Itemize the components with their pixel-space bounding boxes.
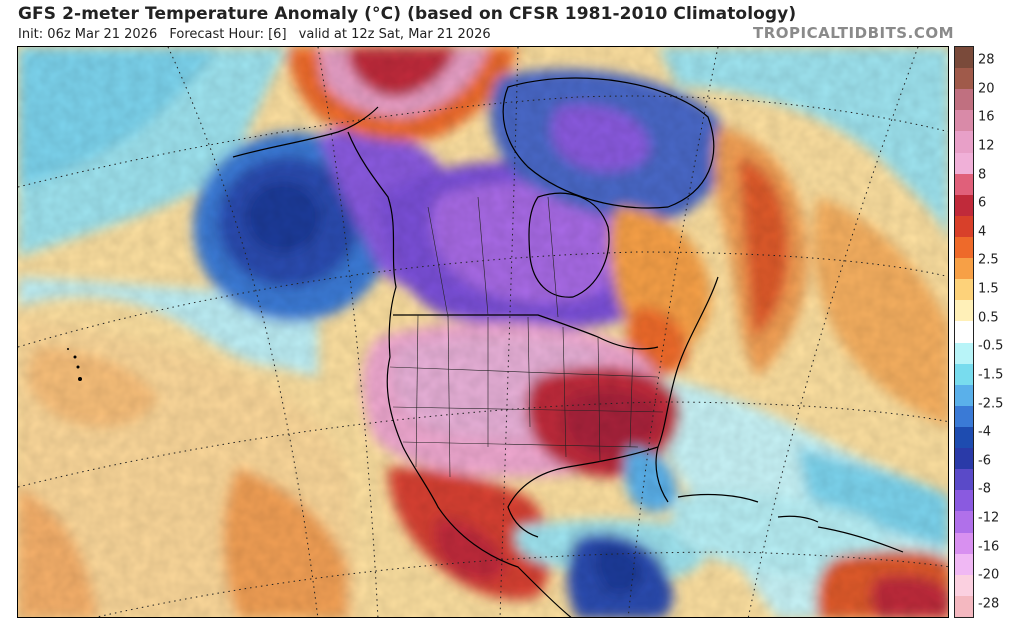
colorbar	[954, 46, 974, 618]
colorbar-tick-label: 12	[978, 138, 995, 154]
colorbar-tick-label: 8	[978, 167, 987, 183]
colorbar-swatch	[955, 553, 973, 575]
colorbar-swatch	[955, 490, 973, 512]
colorbar-ticks: 28 20 16 12 8 6 4 2.5 1.5 0.5 -0.5 -1.5 -2.5 -4 -6 -8 -1…	[978, 46, 1012, 618]
colorbar-swatch	[955, 300, 973, 322]
colorbar-swatch	[955, 426, 973, 449]
colorbar-swatch	[955, 68, 973, 90]
colorbar-swatch	[955, 215, 973, 237]
colorbar-swatch	[955, 574, 973, 596]
colorbar-tick-label: 28	[978, 52, 995, 68]
colorbar-swatch	[955, 152, 973, 174]
valid-time: valid at 12z Sat, Mar 21 2026	[298, 27, 491, 42]
colorbar-tick-label: -1.5	[978, 367, 1004, 383]
colorbar-swatch	[955, 405, 973, 427]
colorbar-swatch	[955, 110, 973, 132]
colorbar-swatch	[955, 173, 973, 195]
colorbar-tick-label: 20	[978, 81, 995, 97]
colorbar-swatch	[955, 258, 973, 280]
colorbar-swatch	[955, 236, 973, 259]
colorbar-tick-label: 2.5	[978, 252, 999, 268]
colorbar-tick-label: 0.5	[978, 310, 999, 326]
colorbar-tick-label: -20	[978, 567, 1000, 583]
init-time: Init: 06z Mar 21 2026	[18, 27, 158, 42]
colorbar-tick-label: -8	[978, 481, 991, 497]
colorbar-swatch	[955, 279, 973, 301]
colorbar-tick-label: -12	[978, 510, 1000, 526]
map-svg	[18, 47, 948, 617]
colorbar-swatch	[955, 47, 973, 69]
colorbar-tick-label: 6	[978, 195, 987, 211]
brand-watermark: TROPICALTIDBITS.COM	[753, 24, 954, 42]
colorbar-swatch	[955, 532, 973, 554]
hawaii-islands	[67, 348, 82, 381]
colorbar-tick-label: -2.5	[978, 396, 1004, 412]
colorbar-swatch	[955, 448, 973, 470]
colorbar-swatch	[955, 321, 973, 343]
colorbar-swatch	[955, 595, 973, 617]
colorbar-swatch	[955, 384, 973, 406]
colorbar-swatch	[955, 469, 973, 491]
colorbar-tick-label: -16	[978, 539, 1000, 555]
colorbar-swatch	[955, 363, 973, 385]
colorbar-tick-label: -28	[978, 596, 1000, 612]
colorbar-tick-label: -4	[978, 424, 991, 440]
political-borders	[389, 196, 664, 478]
colorbar-swatch	[955, 194, 973, 216]
colorbar-tick-label: 16	[978, 109, 995, 125]
map-subtitle: Init: 06z Mar 21 2026 Forecast Hour: [6]…	[18, 27, 499, 42]
colorbar-swatch	[955, 131, 973, 153]
forecast-hour: Forecast Hour: [6]	[169, 27, 287, 42]
colorbar-tick-label: -6	[978, 453, 991, 469]
map-title: GFS 2-meter Temperature Anomaly (°C) (ba…	[18, 4, 797, 24]
anomaly-map[interactable]	[17, 46, 949, 618]
texture-overlay	[18, 47, 948, 617]
colorbar-tick-label: 4	[978, 224, 987, 240]
colorbar-tick-label: 1.5	[978, 281, 999, 297]
colorbar-swatch	[955, 342, 973, 364]
coastlines	[232, 77, 904, 617]
colorbar-swatch	[955, 511, 973, 533]
colorbar-tick-label: -0.5	[978, 338, 1004, 354]
colorbar-swatch	[955, 89, 973, 111]
graticule	[18, 47, 948, 617]
